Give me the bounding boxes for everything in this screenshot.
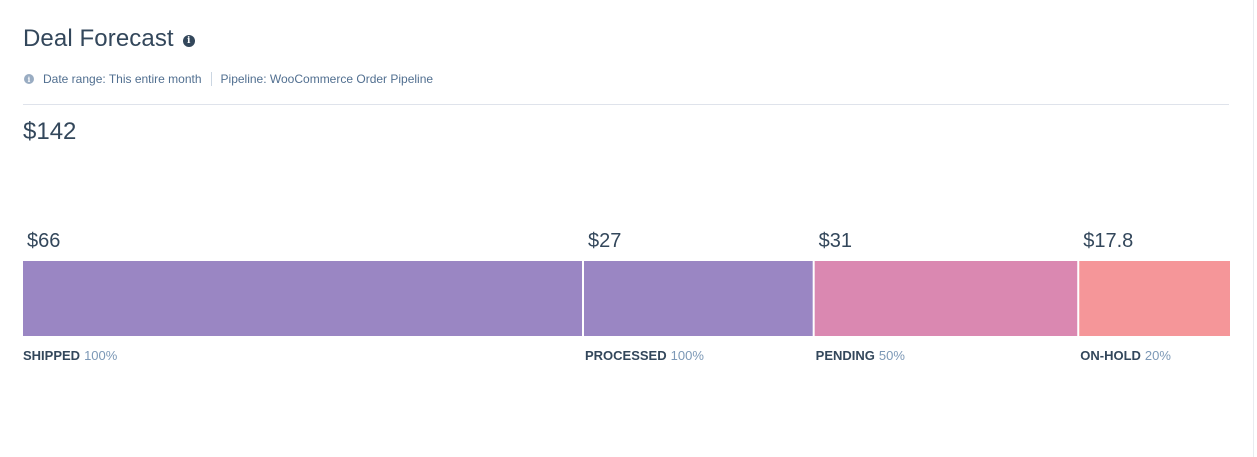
- value-label-processed: $27: [588, 230, 621, 252]
- report-title: Deal Forecast: [23, 25, 174, 52]
- info-icon[interactable]: i: [182, 35, 195, 47]
- stage-probability-processed: 100%: [671, 348, 705, 363]
- report-filters: i Date range: This entire month Pipeline…: [24, 71, 433, 87]
- bar-segment-shipped[interactable]: [23, 261, 582, 336]
- forecast-total: $142: [23, 118, 77, 145]
- value-label-shipped: $66: [27, 230, 60, 252]
- stage-label-shipped: SHIPPED 100%: [23, 348, 118, 363]
- stage-name-on-hold: ON-HOLD: [1080, 348, 1141, 363]
- stage-label-on-hold: ON-HOLD 20%: [1080, 348, 1171, 363]
- filter-separator: [210, 72, 212, 86]
- bar-segment-pending[interactable]: [814, 261, 1078, 336]
- stage-probability-on-hold: 20%: [1145, 348, 1171, 363]
- date-range-filter[interactable]: Date range: This entire month: [43, 72, 202, 86]
- stage-label-processed: PROCESSED 100%: [585, 348, 704, 363]
- stage-name-shipped: SHIPPED: [23, 348, 80, 363]
- bar-segment-processed[interactable]: [583, 261, 813, 336]
- value-label-on-hold: $17.8: [1083, 230, 1133, 252]
- header-divider: [23, 104, 1229, 105]
- bar-segment-on-hold[interactable]: [1079, 261, 1230, 336]
- title-row: Deal Forecast i: [23, 24, 195, 54]
- pipeline-filter[interactable]: Pipeline: WooCommerce Order Pipeline: [220, 72, 434, 86]
- stage-probability-shipped: 100%: [84, 348, 118, 363]
- stage-name-processed: PROCESSED: [585, 348, 667, 363]
- stage-label-pending: PENDING 50%: [816, 348, 906, 363]
- value-label-pending: $31: [819, 230, 852, 252]
- panel-edge: [1253, 0, 1254, 457]
- stage-name-pending: PENDING: [816, 348, 875, 363]
- filter-info-icon[interactable]: i: [24, 74, 34, 84]
- stage-probability-pending: 50%: [879, 348, 905, 363]
